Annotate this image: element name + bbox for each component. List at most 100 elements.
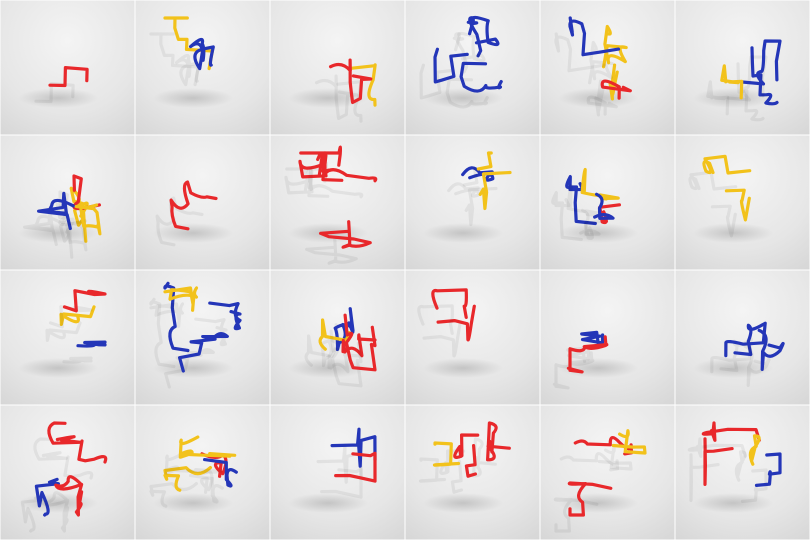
- wire-shadow: [566, 183, 606, 217]
- wire: [74, 203, 102, 236]
- wire: [350, 63, 377, 107]
- wire-shadow: [588, 40, 614, 85]
- sculpture-tile: [405, 0, 540, 135]
- sculpture-tile: [540, 270, 675, 405]
- sculpture-tile: [0, 270, 135, 405]
- wire: [611, 429, 647, 455]
- wire: [321, 151, 378, 183]
- wire: [750, 46, 779, 106]
- wire-shadow: [315, 74, 359, 120]
- wire: [37, 191, 75, 231]
- wire: [580, 330, 605, 347]
- wire-shadow: [726, 55, 768, 102]
- wire-shadow: [447, 182, 481, 198]
- wire-shadow: [584, 219, 607, 241]
- wire: [486, 421, 511, 462]
- tile-shadow: [423, 223, 503, 243]
- tile-shadow: [153, 493, 233, 513]
- wire-shadow: [554, 32, 607, 73]
- sculpture-tile: [675, 405, 810, 540]
- wire: [333, 307, 355, 352]
- tile-shadow: [288, 358, 368, 378]
- tile-shadow: [288, 88, 368, 108]
- wire-shadow: [734, 450, 747, 482]
- wire: [703, 437, 734, 486]
- tile-shadow: [153, 223, 233, 243]
- sculpture-tile: [675, 135, 810, 270]
- tile-shadow: [288, 493, 368, 513]
- tile-background: [405, 270, 540, 405]
- tile-background: [135, 0, 270, 135]
- wire: [701, 421, 761, 442]
- tile-shadow: [423, 493, 503, 513]
- sculpture-tile: [405, 405, 540, 540]
- wire: [334, 451, 377, 483]
- wire-shadow: [20, 493, 46, 533]
- sculpture-tile: [270, 270, 405, 405]
- wire-shadow: [417, 304, 454, 335]
- tile-shadow: [153, 358, 233, 378]
- sculpture-tile: [135, 270, 270, 405]
- wire-shadow: [559, 452, 620, 472]
- wire-shadow: [33, 437, 68, 461]
- tile-shadow: [693, 88, 773, 108]
- wire: [203, 458, 238, 488]
- tile-shadow: [693, 493, 773, 513]
- sculpture-tile: [540, 135, 675, 270]
- sculpture-tile: [270, 135, 405, 270]
- wire-shadow: [307, 167, 364, 199]
- wire-shadow: [454, 31, 486, 63]
- tile-background: [675, 405, 810, 540]
- wire-shadow: [329, 329, 363, 388]
- wire-shadow: [553, 497, 599, 533]
- tile-background: [270, 135, 405, 270]
- wire: [724, 321, 767, 358]
- wire: [48, 66, 89, 88]
- sculpture-tile: [540, 405, 675, 540]
- tile-background: [405, 135, 540, 270]
- wire-shadow: [710, 337, 753, 374]
- wire: [432, 441, 461, 467]
- wire: [329, 58, 373, 104]
- wire-shadow: [743, 344, 771, 387]
- wire: [602, 24, 628, 69]
- wire-shadow: [189, 474, 224, 504]
- wire-shadow: [736, 62, 765, 122]
- sculpture-tile: [0, 405, 135, 540]
- wire-shadow: [706, 80, 730, 116]
- wire-shadow: [462, 167, 479, 187]
- tile-shadow: [423, 88, 503, 108]
- wire-shadow: [40, 491, 70, 533]
- wire: [208, 301, 242, 331]
- sculpture-tile: [675, 0, 810, 135]
- wire: [318, 318, 351, 351]
- wire-shadow: [149, 302, 185, 328]
- tile-shadow: [693, 223, 773, 243]
- wire-shadow: [419, 63, 455, 100]
- tile-shadow: [558, 358, 638, 378]
- sculpture-tile: [0, 0, 135, 135]
- wire-shadow: [740, 468, 768, 503]
- wire-shadow: [284, 169, 330, 198]
- wire-shadow: [45, 321, 82, 342]
- wire: [299, 145, 343, 167]
- tile-background: [270, 0, 405, 135]
- tile-shadow: [18, 88, 98, 108]
- tile-background: [0, 405, 135, 540]
- wire: [459, 61, 503, 93]
- tile-background: [540, 270, 675, 405]
- wire: [567, 481, 613, 517]
- wire: [478, 170, 512, 211]
- wire: [178, 332, 229, 373]
- wire: [431, 288, 468, 319]
- wire-shadow: [60, 219, 88, 252]
- wire: [464, 444, 477, 478]
- wire-shadow: [304, 334, 337, 367]
- wire-shadow: [586, 95, 618, 116]
- tile-background: [270, 405, 405, 540]
- wire: [77, 439, 108, 464]
- tile-background: [540, 0, 675, 135]
- wire: [62, 289, 107, 313]
- wire: [453, 433, 480, 459]
